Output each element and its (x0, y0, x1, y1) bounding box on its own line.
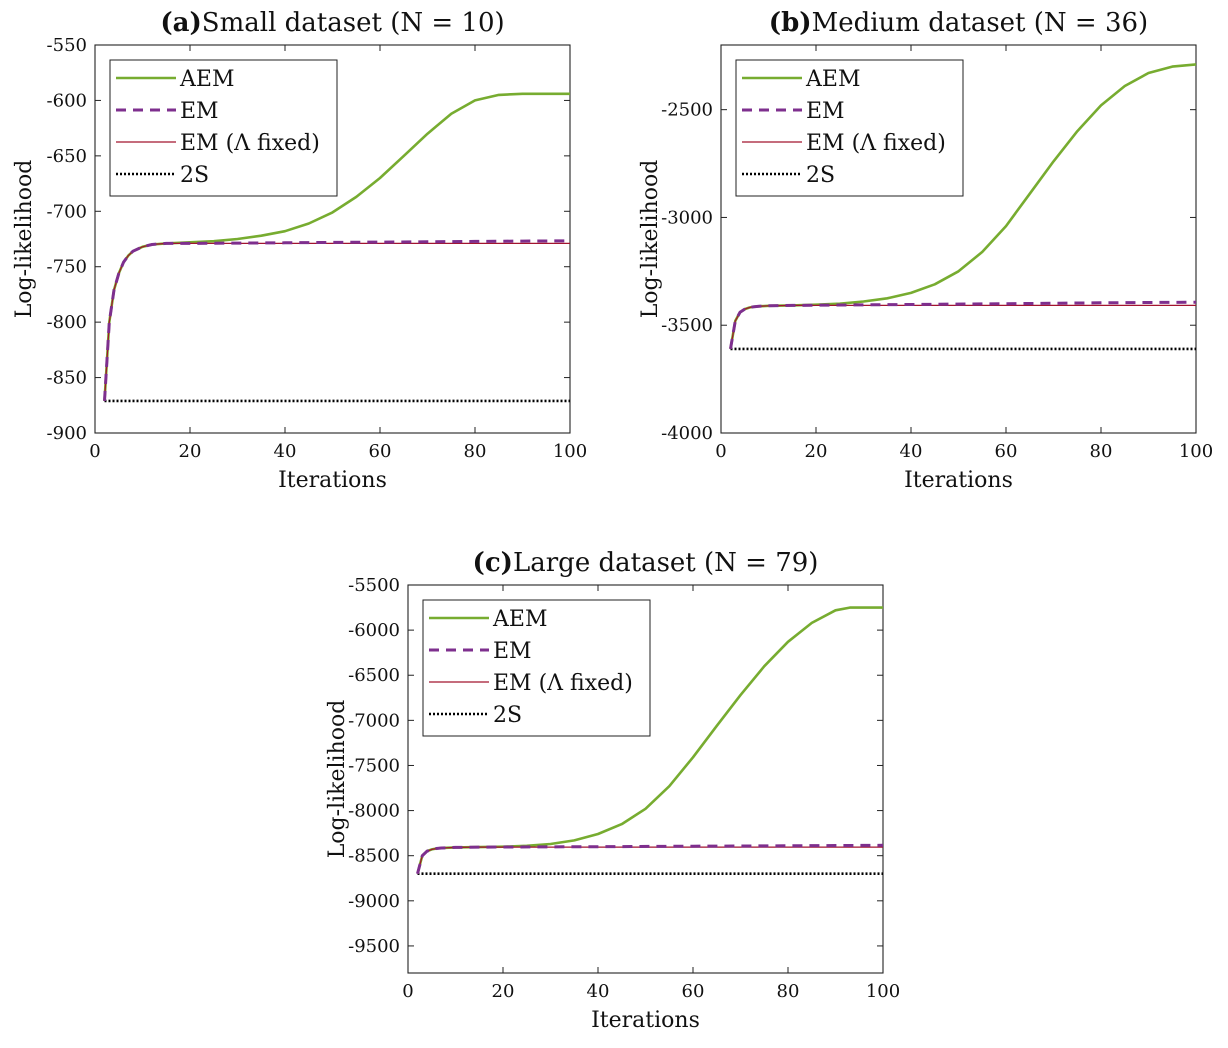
y-tick-label: -600 (47, 90, 87, 111)
series-line-em (416, 843, 883, 875)
legend-label: 2S (180, 163, 209, 188)
chart-title-tag: (c) (473, 548, 513, 578)
chart-title-text: Medium dataset (N = 36) (812, 8, 1149, 38)
y-tick-label: -6500 (348, 665, 400, 686)
x-tick-label: 80 (1090, 441, 1113, 462)
x-axis-label: Iterations (904, 468, 1013, 493)
series-line-em-fixed- (729, 304, 1196, 350)
chart-title-text: Small dataset (N = 10) (202, 8, 505, 38)
x-tick-label: 60 (995, 441, 1018, 462)
legend-label: 2S (493, 703, 522, 728)
chart-panel-1: (b)Medium dataset (N = 36) 0 20 40 60 80 100 -2… (638, 8, 1213, 493)
x-axis-label: Iterations (591, 1008, 700, 1033)
series-line-em-fixed- (103, 242, 570, 401)
x-tick-label: 100 (553, 441, 587, 462)
chart-title-tag: (a) (160, 8, 201, 38)
x-tick-label: 40 (274, 441, 297, 462)
plot-area-frame (94, 44, 571, 434)
x-tick-label: 0 (402, 981, 413, 1002)
chart-panel-0: (a)Small dataset (N = 10) 0 20 40 60 80 100 -55… (12, 8, 587, 493)
legend-frame (109, 59, 338, 197)
x-tick-label: 40 (900, 441, 923, 462)
y-tick-label: -4000 (661, 423, 713, 444)
chart-panel-2: (c)Large dataset (N = 79) 0 20 40 60 80 100 -55… (325, 548, 900, 1033)
y-tick-label: -900 (47, 423, 87, 444)
y-tick-label: -7000 (348, 710, 400, 731)
x-tick-label: 80 (777, 981, 800, 1002)
series-line-em-fixed- (416, 846, 883, 874)
legend-frame (735, 59, 964, 197)
legend: AEM EM EM (Λ fixed) 2S (735, 59, 964, 197)
y-tick-label: -700 (47, 201, 87, 222)
y-tick-label: -800 (47, 312, 87, 333)
x-tick-label: 60 (682, 981, 705, 1002)
y-tick-label: -8500 (348, 846, 400, 867)
x-tick-label: 100 (866, 981, 900, 1002)
chart-title: (b)Medium dataset (N = 36) (769, 8, 1148, 38)
y-tick-label: -3000 (661, 207, 713, 228)
y-tick-label: -6000 (348, 620, 400, 641)
y-axis-label: Log-likelihood (325, 700, 350, 859)
y-tick-label: -5500 (348, 575, 400, 596)
x-tick-label: 20 (492, 981, 515, 1002)
chart-title: (a)Small dataset (N = 10) (160, 8, 504, 38)
y-tick-label: -750 (47, 257, 87, 278)
x-axis-label: Iterations (278, 468, 387, 493)
legend: AEM EM EM (Λ fixed) 2S (109, 59, 338, 197)
legend-label: AEM (805, 67, 860, 92)
x-tick-label: 20 (179, 441, 202, 462)
y-tick-label: -9500 (348, 936, 400, 957)
y-axis-label: Log-likelihood (12, 160, 37, 319)
x-tick-label: 0 (89, 441, 100, 462)
legend-label: EM (180, 99, 219, 124)
legend-frame (422, 599, 651, 737)
x-tick-label: 100 (1179, 441, 1213, 462)
y-tick-label: -2500 (661, 100, 713, 121)
legend-label: 2S (806, 163, 835, 188)
y-axis-label: Log-likelihood (638, 160, 663, 319)
series-line-em (729, 300, 1196, 350)
chart-title-tag: (b) (769, 8, 812, 38)
series-line-em (103, 239, 570, 401)
legend-label: AEM (179, 67, 234, 92)
x-tick-label: 80 (464, 441, 487, 462)
y-tick-label: -9000 (348, 891, 400, 912)
legend: AEM EM EM (Λ fixed) 2S (422, 599, 651, 737)
legend-label: EM (806, 99, 845, 124)
y-tick-label: -7500 (348, 755, 400, 776)
plot-area-frame (720, 44, 1197, 434)
x-tick-label: 40 (587, 981, 610, 1002)
legend-label: EM (Λ fixed) (806, 131, 946, 156)
legend-label: AEM (492, 607, 547, 632)
chart-title: (c)Large dataset (N = 79) (473, 548, 819, 578)
y-tick-label: -550 (47, 35, 87, 56)
chart-title-text: Large dataset (N = 79) (513, 548, 818, 578)
x-tick-label: 60 (369, 441, 392, 462)
y-tick-label: -3500 (661, 315, 713, 336)
x-tick-label: 0 (715, 441, 726, 462)
legend-label: EM (Λ fixed) (493, 671, 633, 696)
y-tick-label: -850 (47, 368, 87, 389)
x-tick-label: 20 (805, 441, 828, 462)
legend-label: EM (493, 639, 532, 664)
y-tick-label: -8000 (348, 801, 400, 822)
legend-label: EM (Λ fixed) (180, 131, 320, 156)
y-tick-label: -650 (47, 146, 87, 167)
plot-area-frame (407, 584, 884, 974)
